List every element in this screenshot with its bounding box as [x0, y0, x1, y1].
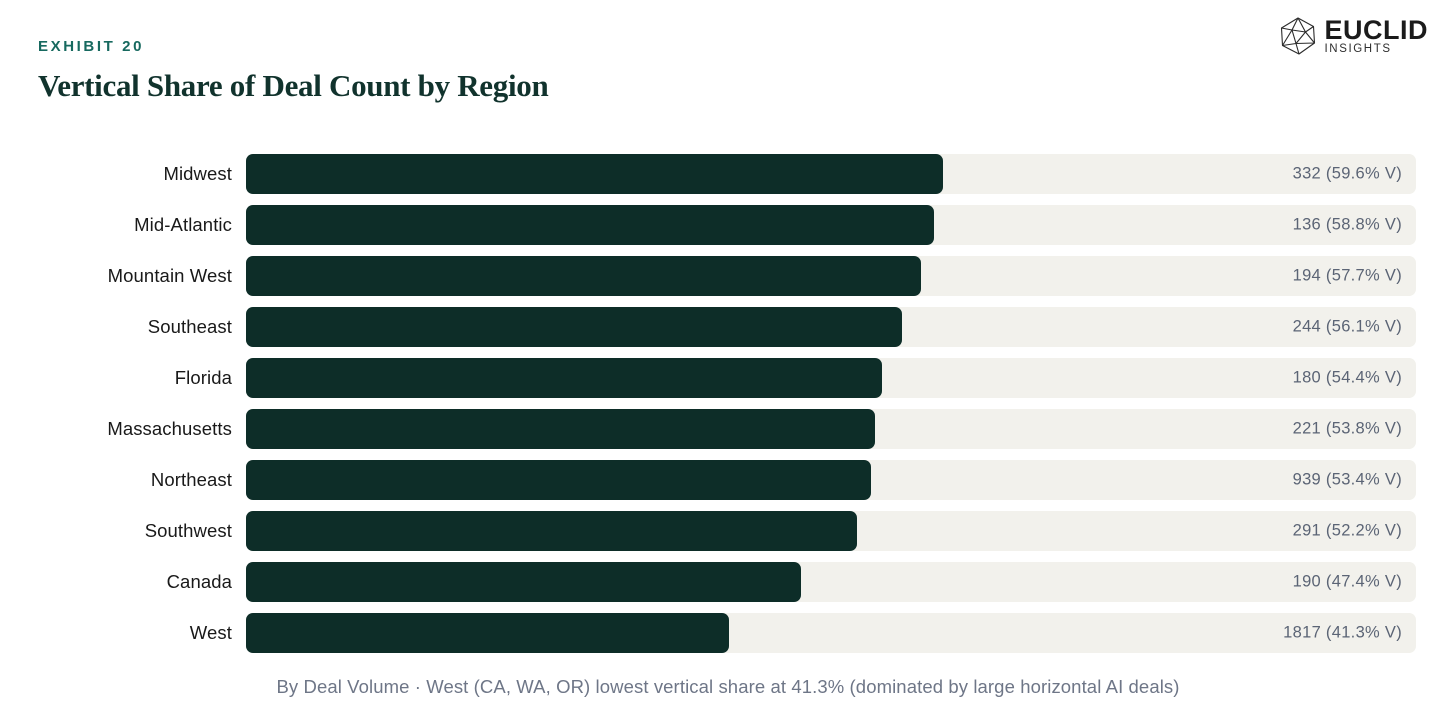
bar-row: Southeast 244 (56.1% V) — [38, 307, 1416, 347]
bar-track: 1817 (41.3% V) — [246, 613, 1416, 653]
bar-track: 136 (58.8% V) — [246, 205, 1416, 245]
bar-row: Canada 190 (47.4% V) — [38, 562, 1416, 602]
chart-rows: Midwest 332 (59.6% V) Mid-Atlantic 136 (… — [38, 154, 1416, 653]
bar-track: 291 (52.2% V) — [246, 511, 1416, 551]
logo-subtitle: INSIGHTS — [1324, 42, 1392, 55]
bar — [246, 154, 944, 194]
value-label: 180 (54.4% V) — [1292, 368, 1402, 387]
bar-track: 194 (57.7% V) — [246, 256, 1416, 296]
bar-track: 244 (56.1% V) — [246, 307, 1416, 347]
bar-row: Midwest 332 (59.6% V) — [38, 154, 1416, 194]
region-label: Canada — [166, 571, 232, 592]
bar-row: Southwest 291 (52.2% V) — [38, 511, 1416, 551]
page-title: Vertical Share of Deal Count by Region — [38, 68, 549, 103]
region-label: Massachusetts — [107, 418, 232, 439]
bar-row: Mid-Atlantic 136 (58.8% V) — [38, 205, 1416, 245]
bar-track: 221 (53.8% V) — [246, 409, 1416, 449]
bar-row: Mountain West 194 (57.7% V) — [38, 256, 1416, 296]
bar-track: 939 (53.4% V) — [246, 460, 1416, 500]
value-label: 190 (47.4% V) — [1292, 572, 1402, 591]
bar — [246, 307, 903, 347]
region-label: Mid-Atlantic — [134, 214, 232, 235]
exhibit-label: EXHIBIT 20 — [38, 38, 145, 55]
bar — [246, 256, 922, 296]
bar — [246, 358, 883, 398]
value-label: 1817 (41.3% V) — [1283, 623, 1402, 642]
bar — [246, 409, 876, 449]
region-label: Mountain West — [107, 265, 232, 286]
footnote: By Deal Volume · West (CA, WA, OR) lowes… — [276, 676, 1180, 697]
region-label: Northeast — [150, 469, 232, 490]
region-label: Southwest — [144, 520, 232, 541]
value-label: 291 (52.2% V) — [1292, 521, 1402, 540]
logo-name: EUCLID — [1324, 14, 1428, 45]
value-label: 194 (57.7% V) — [1292, 266, 1402, 285]
bar — [246, 613, 730, 653]
bar — [246, 562, 801, 602]
value-label: 939 (53.4% V) — [1292, 470, 1402, 489]
bar-chart: Midwest 332 (59.6% V) Mid-Atlantic 136 (… — [38, 154, 1416, 653]
brand-logo: EUCLID INSIGHTS — [1278, 16, 1429, 56]
bar — [246, 511, 857, 551]
value-label: 221 (53.8% V) — [1292, 419, 1402, 438]
region-label: Florida — [174, 367, 232, 388]
bar-row: West 1817 (41.3% V) — [38, 613, 1416, 653]
value-label: 244 (56.1% V) — [1292, 317, 1402, 336]
value-label: 332 (59.6% V) — [1292, 164, 1402, 183]
bar — [246, 205, 934, 245]
polyhedron-wireframe-icon — [1278, 16, 1318, 56]
logo-text: EUCLID INSIGHTS — [1324, 14, 1429, 56]
region-label: Midwest — [163, 163, 232, 184]
bar-row: Massachusetts 221 (53.8% V) — [38, 409, 1416, 449]
header: EXHIBIT 20 Vertical Share of Deal Count … — [0, 0, 1456, 103]
bar-track: 190 (47.4% V) — [246, 562, 1416, 602]
bar-track: 180 (54.4% V) — [246, 358, 1416, 398]
bar-row: Northeast 939 (53.4% V) — [38, 460, 1416, 500]
bar — [246, 460, 871, 500]
bar-track: 332 (59.6% V) — [246, 154, 1416, 194]
region-label: West — [189, 622, 232, 643]
region-label: Southeast — [147, 316, 232, 337]
bar-row: Florida 180 (54.4% V) — [38, 358, 1416, 398]
value-label: 136 (58.8% V) — [1292, 215, 1402, 234]
